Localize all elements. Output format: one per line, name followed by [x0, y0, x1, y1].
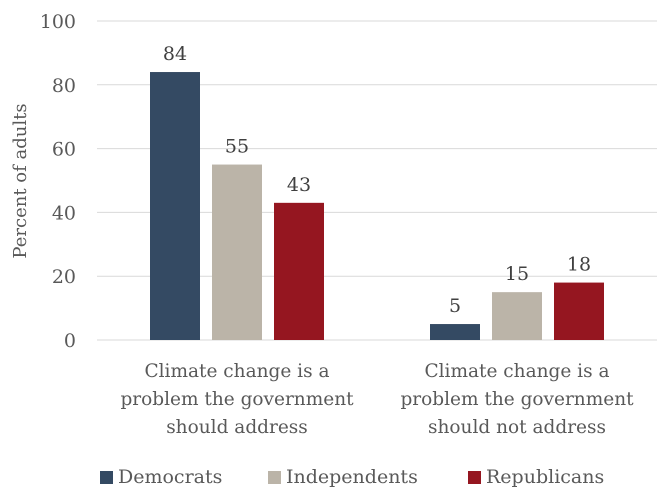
y-tick-label: 100: [40, 11, 76, 33]
y-axis-label: Percent of adults: [10, 103, 31, 258]
y-tick-label: 40: [52, 202, 76, 224]
category-labels: Climate change is a problem the governmen…: [120, 361, 634, 438]
data-label: 18: [567, 254, 591, 276]
bars: [150, 72, 604, 340]
category-label: Climate change is a: [144, 361, 329, 382]
legend-label: Democrats: [118, 466, 223, 488]
bar-democrats: [150, 72, 200, 340]
y-tick-label: 0: [64, 330, 76, 352]
legend-item-democrats: Democrats: [100, 466, 222, 488]
y-tick-label: 60: [52, 139, 76, 161]
category-label: should address: [166, 417, 308, 438]
bar-republicans: [554, 282, 604, 340]
data-label: 43: [287, 174, 311, 196]
data-label: 15: [505, 263, 529, 285]
bar-chart: 0 20 40 60 80 100 84 55 43 5 15 18 Climate change …: [10, 11, 657, 438]
y-tick-label: 80: [52, 75, 76, 97]
legend-swatch: [100, 470, 113, 484]
legend-swatch: [468, 470, 481, 484]
bar-republicans: [274, 202, 324, 340]
legend-item-republicans: Republicans: [468, 466, 604, 488]
data-labels: 84 55 43 5 15 18: [163, 43, 591, 317]
legend-label: Independents: [286, 466, 418, 488]
data-label: 5: [449, 295, 461, 317]
category-label: should not address: [428, 417, 606, 438]
data-label: 55: [225, 136, 249, 158]
category-label: Climate change is a: [424, 361, 609, 382]
category-label: problem the government: [120, 389, 354, 410]
category-label: problem the government: [400, 389, 634, 410]
bar-independents: [212, 164, 262, 340]
legend-item-independents: Independents: [268, 466, 418, 488]
data-label: 84: [163, 43, 187, 65]
y-tick-label: 20: [52, 266, 76, 288]
legend: Democrats Independents Republicans: [0, 466, 657, 491]
bar-democrats: [430, 324, 480, 340]
bar-independents: [492, 292, 542, 340]
legend-swatch: [268, 470, 281, 484]
legend-label: Republicans: [486, 466, 605, 488]
y-axis-ticks: 0 20 40 60 80 100: [40, 11, 76, 352]
